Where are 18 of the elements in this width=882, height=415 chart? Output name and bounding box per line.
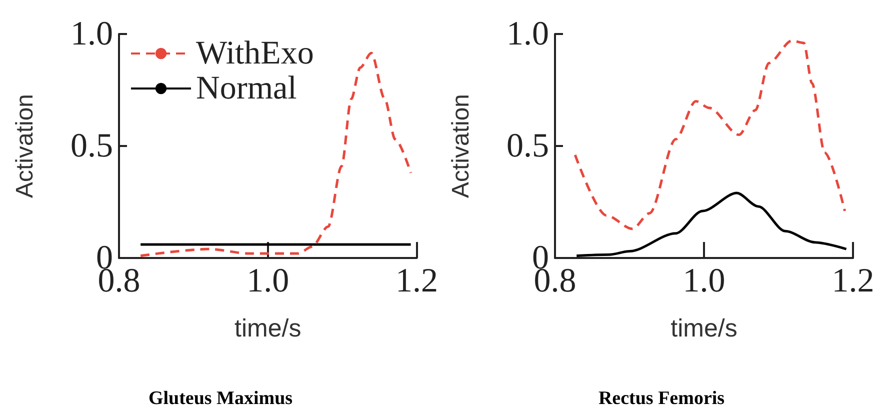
x-tick-label: 1.0 [682, 262, 726, 300]
x-axis-title: time/s [670, 314, 738, 342]
y-axis-title: Activation [12, 94, 38, 198]
line-series [574, 39, 846, 230]
x-tick-label: 1.2 [832, 262, 874, 300]
legend-label: WithExo [196, 36, 314, 72]
text: Rectus Femoris [598, 388, 725, 409]
y-tick-label: 1.0 [70, 16, 113, 52]
x-tick-label: 1.2 [396, 262, 438, 300]
text: Gluteus Maximus [148, 388, 293, 409]
line-series [575, 192, 848, 258]
y-tick-label: 1.0 [506, 16, 549, 52]
y-axis-title: Activation [448, 94, 474, 198]
x-tick-label: 1.0 [246, 262, 290, 300]
legend-label: Normal [196, 70, 297, 106]
y-tick-label: 0.5 [506, 128, 549, 164]
y-tick-label: 0.5 [70, 128, 113, 164]
x-axis-title: time/s [234, 314, 302, 342]
